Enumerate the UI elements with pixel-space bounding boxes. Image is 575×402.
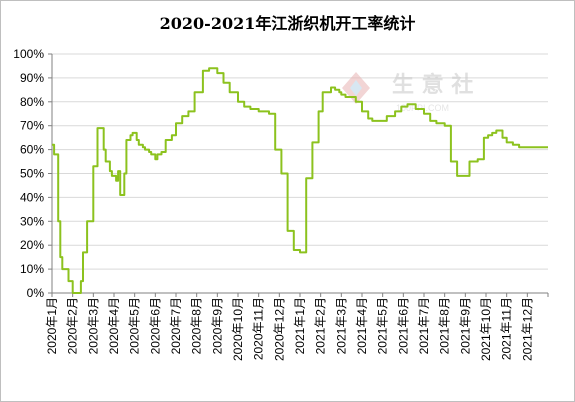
x-tick-label: 2021年11月 bbox=[500, 297, 514, 360]
x-tick-label: 2021年3月 bbox=[334, 297, 348, 354]
y-tick-label: 100% bbox=[13, 47, 44, 61]
x-tick-label: 2020年5月 bbox=[128, 297, 142, 354]
x-tick-label: 2020年1月 bbox=[45, 297, 59, 354]
x-tick-label: 2021年8月 bbox=[438, 297, 452, 354]
x-axis-ticks: 2020年1月 2020年2月 2020年3月 2020年4月 2020年5月 2020年… bbox=[45, 293, 549, 361]
x-tick-label: 2021年1月 bbox=[293, 297, 307, 354]
x-tick-label: 2021年10月 bbox=[479, 297, 493, 361]
y-tick-label: 10% bbox=[20, 262, 44, 276]
series-line bbox=[52, 67, 548, 294]
y-tick-label: 60% bbox=[20, 143, 44, 157]
y-tick-label: 70% bbox=[20, 119, 44, 133]
x-tick-label: 2020年10月 bbox=[231, 297, 245, 361]
x-tick-label: 2021年4月 bbox=[355, 297, 369, 354]
x-tick-label: 2020年8月 bbox=[190, 297, 204, 354]
y-tick-label: 30% bbox=[20, 214, 44, 228]
x-tick-label: 2020年2月 bbox=[66, 297, 80, 354]
series-layer bbox=[52, 67, 548, 294]
x-tick-label: 2021年6月 bbox=[396, 297, 410, 354]
chart-title: 2020-2021年江浙织机开工率统计 bbox=[159, 14, 416, 33]
x-tick-label: 2021年2月 bbox=[314, 297, 328, 354]
x-tick-label: 2020年3月 bbox=[86, 297, 100, 354]
y-tick-label: 50% bbox=[20, 167, 44, 181]
x-tick-label: 2021年5月 bbox=[376, 297, 390, 354]
x-tick-label: 2021年9月 bbox=[458, 297, 472, 354]
watermark-logo: 生 意 社 100PPI.COM bbox=[342, 72, 473, 113]
y-tick-label: 40% bbox=[20, 190, 44, 204]
x-tick-label: 2020年11月 bbox=[252, 297, 266, 360]
x-tick-label: 2020年7月 bbox=[169, 297, 183, 354]
grid-lines bbox=[52, 53, 548, 270]
watermark-text: 生 意 社 bbox=[392, 72, 473, 98]
x-tick-label: 2021年7月 bbox=[417, 297, 431, 354]
x-tick-label: 2020年9月 bbox=[210, 297, 224, 354]
y-tick-label: 20% bbox=[20, 238, 44, 252]
y-tick-label: 0% bbox=[27, 286, 45, 300]
x-tick-label: 2020年6月 bbox=[148, 297, 162, 354]
x-tick-label: 2020年12月 bbox=[272, 297, 286, 361]
y-tick-label: 80% bbox=[20, 95, 44, 109]
y-axis-ticks: 0% 10% 20% 30% 40% 50% 60% 70% 80% 90% 100% bbox=[13, 47, 52, 300]
x-tick-label: 2021年12月 bbox=[520, 297, 534, 361]
x-tick-label: 2020年4月 bbox=[107, 297, 121, 354]
y-tick-label: 90% bbox=[20, 71, 44, 85]
axes bbox=[51, 54, 548, 294]
